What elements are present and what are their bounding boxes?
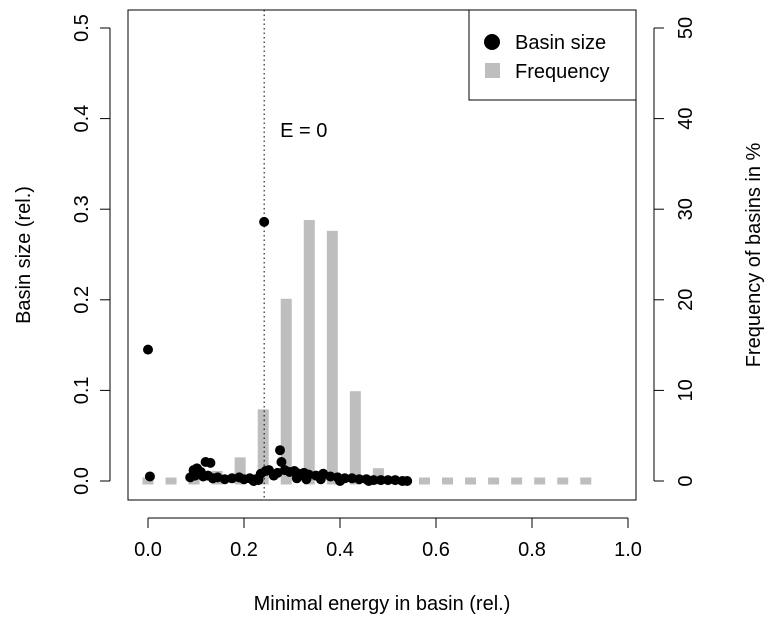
basin-size-point	[375, 475, 386, 486]
x-tick-label: 1.0	[614, 539, 642, 561]
legend-marker-frequency	[485, 63, 500, 78]
frequency-bar	[257, 409, 269, 485]
basin-size-point	[143, 344, 153, 355]
axes: 0.0 0.2 0.4 0.6 0.8 1.0 0.0 0.1 0.2 0.3 0.4 0.5 0 10 2…	[71, 14, 697, 561]
x-tick-label: 0.2	[230, 539, 258, 561]
frequency-bar	[418, 477, 430, 485]
frequency-bar	[465, 477, 477, 485]
frequency-bar	[557, 477, 569, 485]
y-tick-label: 0.5	[71, 14, 93, 42]
basin-size-point	[253, 475, 264, 486]
legend-label-basin-size: Basin size	[515, 32, 606, 54]
annotation-e-zero: E = 0	[280, 120, 327, 142]
frequency-bar	[488, 477, 500, 485]
frequency-bar	[280, 298, 292, 485]
frequency-bar	[165, 477, 177, 485]
basin-size-point	[301, 474, 312, 485]
frequency-bar	[326, 230, 338, 485]
y-tick-label: 0.3	[71, 195, 93, 223]
y2-tick-label: 50	[675, 17, 697, 39]
basin-size-point	[335, 476, 345, 486]
y-tick-label: 0.1	[71, 376, 93, 404]
basin-size-point	[383, 475, 393, 486]
basin-size-point	[275, 445, 285, 456]
x-tick-label: 0.0	[134, 539, 162, 561]
legend: Basin size Frequency	[468, 9, 637, 101]
x-tick-label: 0.8	[518, 539, 546, 561]
basin-size-points	[143, 216, 413, 486]
frequency-bar	[442, 477, 454, 485]
x-axis-label: Minimal energy in basin (rel.)	[254, 593, 511, 615]
frequency-bar	[580, 477, 592, 485]
frequency-bar	[349, 391, 361, 485]
frequency-bar	[303, 219, 315, 485]
basin-size-point	[402, 476, 413, 486]
basin-size-point	[354, 474, 365, 485]
frequency-bar	[188, 477, 200, 485]
y-tick-label: 0.4	[71, 105, 93, 133]
y2-tick-label: 40	[675, 107, 697, 129]
basin-size-point	[291, 473, 302, 484]
legend-label-frequency: Frequency	[515, 61, 610, 83]
frequency-bar	[534, 477, 546, 485]
x-tick-label: 0.6	[422, 539, 450, 561]
plot-frame	[127, 9, 637, 501]
y2-tick-label: 0	[675, 475, 697, 486]
y2-tick-label: 20	[675, 289, 697, 311]
frequency-bar	[511, 477, 523, 485]
basin-size-point	[363, 476, 374, 486]
legend-box	[468, 9, 637, 101]
y2-axis-label: Frequency of basins in %	[743, 143, 765, 368]
legend-marker-basin-size	[484, 34, 500, 50]
x-tick-label: 0.4	[326, 539, 354, 561]
y2-tick-label: 10	[675, 379, 697, 401]
basin-size-point	[315, 474, 326, 485]
y-tick-label: 0.2	[71, 286, 93, 314]
basin-size-point	[144, 471, 155, 482]
y-axis-label: Basin size (rel.)	[13, 186, 35, 324]
basin-size-point	[205, 457, 216, 468]
basin-size-point	[259, 216, 270, 227]
y2-tick-label: 30	[675, 198, 697, 220]
y-tick-label: 0.0	[71, 467, 93, 495]
frequency-bar	[234, 457, 246, 485]
basin-size-point	[276, 456, 287, 467]
